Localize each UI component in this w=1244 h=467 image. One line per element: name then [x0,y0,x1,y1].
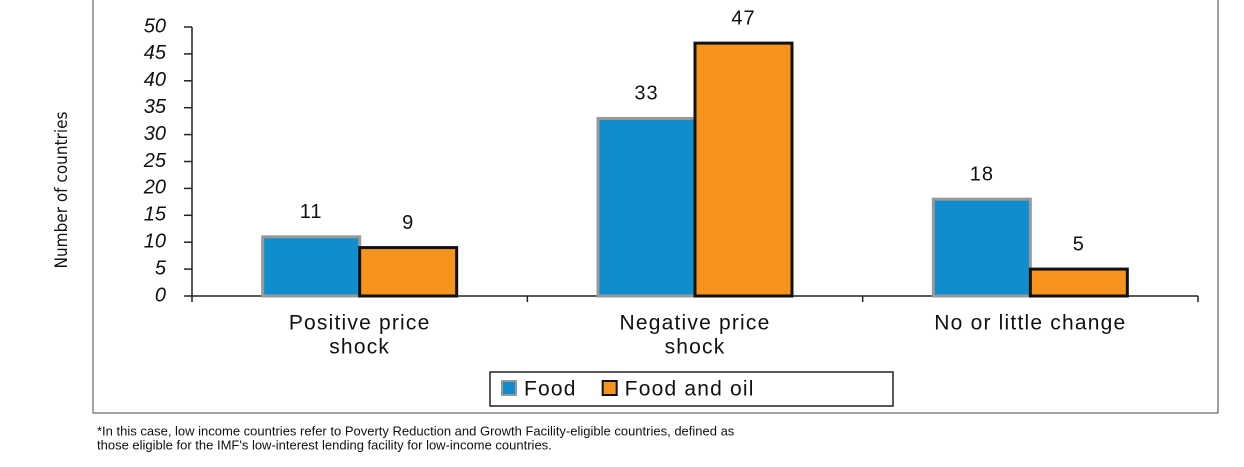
y-tick-label: 0 [155,284,166,306]
legend-swatch [601,380,618,396]
legend-label: Food and oil [625,378,755,401]
y-axis-title: Number of countries [52,111,72,268]
y-tick-label: 35 [144,96,167,118]
y-tick-label: 30 [144,123,166,145]
x-tick-label: shock [329,336,390,359]
y-tick-label: 40 [144,69,166,91]
data-label: 33 [634,83,658,105]
data-label: 18 [970,163,994,185]
y-tick-label: 15 [144,204,167,226]
bar [358,246,459,298]
legend-label: Food [524,378,577,401]
bar [1028,267,1129,298]
y-tick-label: 5 [155,257,167,279]
bar [931,197,1032,298]
data-label: 5 [1073,233,1085,255]
data-label: 11 [300,201,323,223]
x-tick-label: Negative price [619,312,770,335]
y-tick-label: 45 [144,42,167,64]
legend-box [489,371,894,407]
data-label: 47 [731,7,755,29]
y-tick-label: 50 [144,15,166,37]
chart-frame [92,0,1219,414]
legend-swatch [501,380,517,396]
x-tick-label: shock [665,336,726,359]
x-tick-label: Positive price [289,312,431,335]
y-tick-label: 25 [143,150,167,172]
data-label: 9 [402,212,414,234]
y-tick-label: 10 [144,230,166,252]
footnote: *In this case, low income countries refe… [97,423,735,438]
x-tick-label: No or little change [934,312,1126,335]
bar [261,235,362,298]
y-tick-label: 20 [143,177,166,199]
footnote: those eligible for the IMF's low-interes… [97,437,552,452]
bar [693,41,794,298]
bar [596,116,697,298]
